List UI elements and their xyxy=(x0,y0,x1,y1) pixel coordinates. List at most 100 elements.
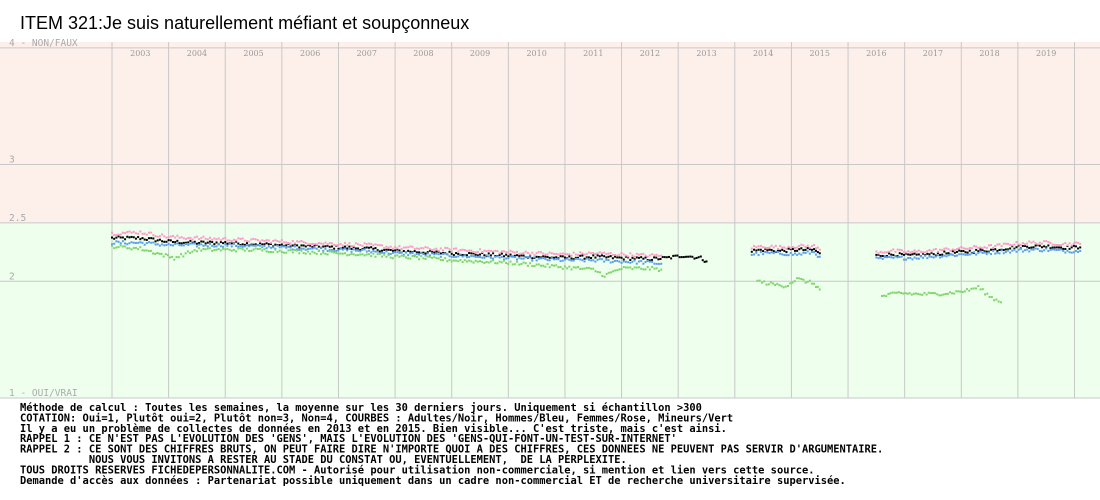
data-point xyxy=(1032,248,1035,251)
data-point xyxy=(415,251,418,254)
data-point xyxy=(802,278,805,281)
data-point xyxy=(287,249,290,252)
data-point xyxy=(442,249,445,252)
data-point xyxy=(156,235,159,238)
data-point xyxy=(337,252,340,255)
data-point xyxy=(463,259,466,262)
data-point xyxy=(598,258,601,261)
data-point xyxy=(968,249,971,252)
data-point xyxy=(483,249,486,252)
year-label-3: 2006 xyxy=(300,49,320,58)
data-point xyxy=(352,253,355,256)
data-point xyxy=(263,248,266,251)
data-point xyxy=(757,245,760,248)
data-point xyxy=(276,250,279,253)
data-point xyxy=(439,258,442,261)
data-point xyxy=(1051,248,1054,251)
data-point xyxy=(781,246,784,249)
data-point xyxy=(139,238,142,241)
data-point xyxy=(648,260,651,263)
data-point xyxy=(970,247,973,250)
data-point xyxy=(263,243,266,246)
footer-note-0: Méthode de calcul : Toutes les semaines,… xyxy=(20,402,702,414)
data-point xyxy=(1068,242,1071,245)
data-point xyxy=(206,245,209,248)
data-point xyxy=(498,260,501,263)
data-point xyxy=(134,241,137,244)
data-point xyxy=(376,244,379,247)
data-point xyxy=(574,266,577,269)
data-point xyxy=(1064,251,1067,254)
data-point xyxy=(317,242,320,245)
data-point xyxy=(804,248,807,251)
data-point xyxy=(402,253,405,256)
footer-note-6: TOUS DROITS RESERVES FICHEDEPERSONNALITE… xyxy=(20,464,814,476)
data-point xyxy=(500,255,503,258)
data-point xyxy=(348,253,351,256)
data-point xyxy=(128,242,131,245)
y-tick-label-1: 3 xyxy=(9,155,15,166)
data-point xyxy=(603,275,606,278)
data-point xyxy=(779,244,782,247)
data-point xyxy=(579,251,582,254)
data-point xyxy=(169,244,172,247)
data-point xyxy=(444,252,447,255)
data-point xyxy=(780,285,783,288)
data-point xyxy=(566,267,569,270)
data-point xyxy=(235,240,238,243)
data-point xyxy=(509,255,512,258)
data-point xyxy=(624,266,627,269)
data-point xyxy=(176,239,179,242)
data-point xyxy=(890,256,893,259)
data-point xyxy=(614,253,617,256)
data-point xyxy=(113,237,116,240)
data-point xyxy=(137,236,140,239)
data-point xyxy=(934,255,937,258)
data-point xyxy=(230,249,233,252)
data-point xyxy=(537,257,540,260)
data-point xyxy=(1030,241,1033,244)
data-point xyxy=(959,290,962,293)
data-point xyxy=(1017,243,1020,246)
data-point xyxy=(285,246,288,249)
data-point xyxy=(655,253,658,256)
data-point xyxy=(943,247,946,250)
data-point xyxy=(998,248,1001,251)
data-point xyxy=(311,250,314,253)
data-point xyxy=(956,250,959,253)
data-point xyxy=(640,260,643,263)
data-point xyxy=(354,254,357,257)
data-point xyxy=(420,251,423,254)
data-point xyxy=(768,252,771,255)
footer-note-2: Il y a eu un problème de collectes de do… xyxy=(20,423,727,435)
data-point xyxy=(367,242,370,245)
data-point xyxy=(998,252,1001,255)
data-point xyxy=(396,247,399,250)
data-point xyxy=(1030,248,1033,251)
data-point xyxy=(542,252,545,255)
data-point xyxy=(470,249,473,252)
data-point xyxy=(579,258,582,261)
data-point xyxy=(919,293,922,296)
data-point xyxy=(293,242,296,245)
data-point xyxy=(633,255,636,258)
data-point xyxy=(816,251,819,254)
data-point xyxy=(546,263,549,266)
data-point xyxy=(618,260,621,263)
data-point xyxy=(614,259,617,262)
data-point xyxy=(143,249,146,252)
data-point xyxy=(902,253,905,256)
data-point xyxy=(768,246,771,249)
year-label-15: 2018 xyxy=(979,49,999,58)
data-point xyxy=(539,251,542,254)
data-point xyxy=(614,255,617,258)
data-point xyxy=(616,269,619,272)
data-point xyxy=(953,251,956,254)
data-point xyxy=(315,252,318,255)
data-point xyxy=(422,247,425,250)
data-point xyxy=(117,235,120,238)
data-point xyxy=(938,294,941,297)
data-point xyxy=(983,246,986,249)
data-point xyxy=(465,254,468,257)
data-point xyxy=(195,245,198,248)
